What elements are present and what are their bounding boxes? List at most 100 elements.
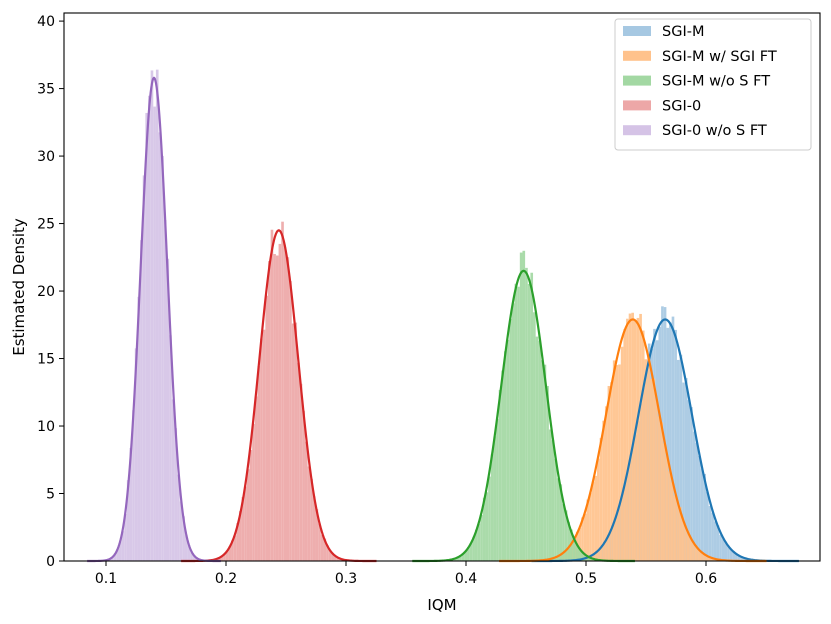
hist-bar <box>721 538 725 561</box>
hist-bar <box>522 250 526 562</box>
hist-bar <box>540 360 544 561</box>
hist-bar <box>678 506 682 561</box>
hist-bar <box>666 327 670 561</box>
hist-bar <box>315 509 319 561</box>
hist-5 <box>103 69 207 562</box>
hist-bar <box>588 557 592 561</box>
hist-bar <box>710 557 714 561</box>
hist-bar <box>326 545 329 561</box>
hist-bar <box>231 540 234 561</box>
hist-bar <box>737 555 741 561</box>
y-tick-label: 40 <box>37 14 55 30</box>
hist-bar <box>187 545 191 561</box>
hist-bar <box>241 497 245 561</box>
hist-bar <box>192 555 196 561</box>
hist-bar <box>228 546 232 561</box>
hist-bar <box>692 431 696 561</box>
hist-bar <box>690 407 693 561</box>
hist-bar <box>281 221 284 561</box>
hist-bar <box>511 303 515 561</box>
density-curve-3 <box>412 269 635 563</box>
hist-bar <box>504 351 507 561</box>
hist-bar <box>698 455 701 561</box>
hist-bar <box>631 312 634 561</box>
hist-bar <box>687 400 691 561</box>
hist-bar <box>132 410 135 561</box>
hist-bar <box>655 398 658 561</box>
y-tick-label: 15 <box>37 352 55 368</box>
hist-bar <box>674 329 677 561</box>
legend-swatch <box>623 26 651 36</box>
y-tick-label: 20 <box>37 284 55 300</box>
hist-bar <box>559 484 563 561</box>
hist-bar <box>684 526 687 561</box>
hist-bar <box>618 364 621 561</box>
hist-bar <box>323 538 327 561</box>
legend-swatch <box>623 50 651 61</box>
hist-bar <box>124 513 127 561</box>
y-tick-label: 10 <box>37 419 55 435</box>
hist-bar <box>633 320 637 561</box>
hist-bar <box>238 511 242 561</box>
hist-bar <box>223 553 226 561</box>
hist-bar <box>665 456 669 561</box>
hist-bar <box>490 454 494 561</box>
hist-bar <box>236 523 239 561</box>
hist-bar <box>158 132 162 561</box>
hist-bar <box>291 323 295 561</box>
legend: SGI-M SGI-M w/ SGI FT SGI-M w/o S FT SGI-0 S… <box>614 18 812 151</box>
hist-bar <box>262 329 266 561</box>
legend-label: SGI-0 w/o S FT <box>662 123 767 139</box>
hist-bar <box>514 283 518 561</box>
hist-bar <box>676 359 680 561</box>
hist-bar <box>689 536 693 561</box>
hist-bar <box>692 542 695 561</box>
hist-bar <box>331 553 335 561</box>
hist-bar <box>583 513 587 561</box>
hist-bar <box>249 449 253 561</box>
hist-bar <box>137 296 141 561</box>
hist-bar <box>708 505 712 561</box>
hist-bar <box>302 410 305 561</box>
plot-frame <box>63 12 821 562</box>
hist-bar <box>179 501 183 561</box>
hist-bar <box>488 476 491 561</box>
histogram-layer <box>103 69 765 562</box>
hist-bar <box>546 385 549 561</box>
hist-bar <box>482 497 486 561</box>
hist-bar <box>729 549 733 561</box>
hist-bar <box>320 534 324 561</box>
hist-bar <box>673 495 677 561</box>
hist-bar <box>713 558 716 561</box>
hist-bar <box>639 313 642 561</box>
hist-bar <box>163 220 167 561</box>
hist-bar <box>244 486 247 561</box>
x-tick-label: 0.4 <box>455 571 477 587</box>
hist-bar <box>591 481 595 561</box>
hist-bar <box>669 322 672 561</box>
hist-bar <box>278 243 282 562</box>
hist-bar <box>578 527 582 561</box>
hist-bar <box>538 340 541 561</box>
density-curve-layer <box>86 76 799 563</box>
hist-bar <box>612 360 616 561</box>
hist-bar <box>742 557 746 561</box>
hist-bar <box>580 550 584 561</box>
hist-bar <box>177 474 180 561</box>
hist-bar <box>671 316 675 561</box>
hist-bar <box>684 378 688 561</box>
hist-bar <box>467 547 470 561</box>
hist-bar <box>724 543 728 561</box>
hist-bar <box>572 537 576 561</box>
legend-label: SGI-0 <box>662 98 701 114</box>
hist-bar <box>589 493 592 561</box>
hist-bar <box>270 229 274 561</box>
hist-bar <box>682 382 685 561</box>
x-tick-label: 0.5 <box>575 571 597 587</box>
density-curve-4 <box>180 229 377 563</box>
hist-bar <box>485 492 489 561</box>
y-tick-label: 5 <box>46 487 55 503</box>
hist-bar <box>273 254 276 561</box>
hist-bar <box>334 556 337 561</box>
